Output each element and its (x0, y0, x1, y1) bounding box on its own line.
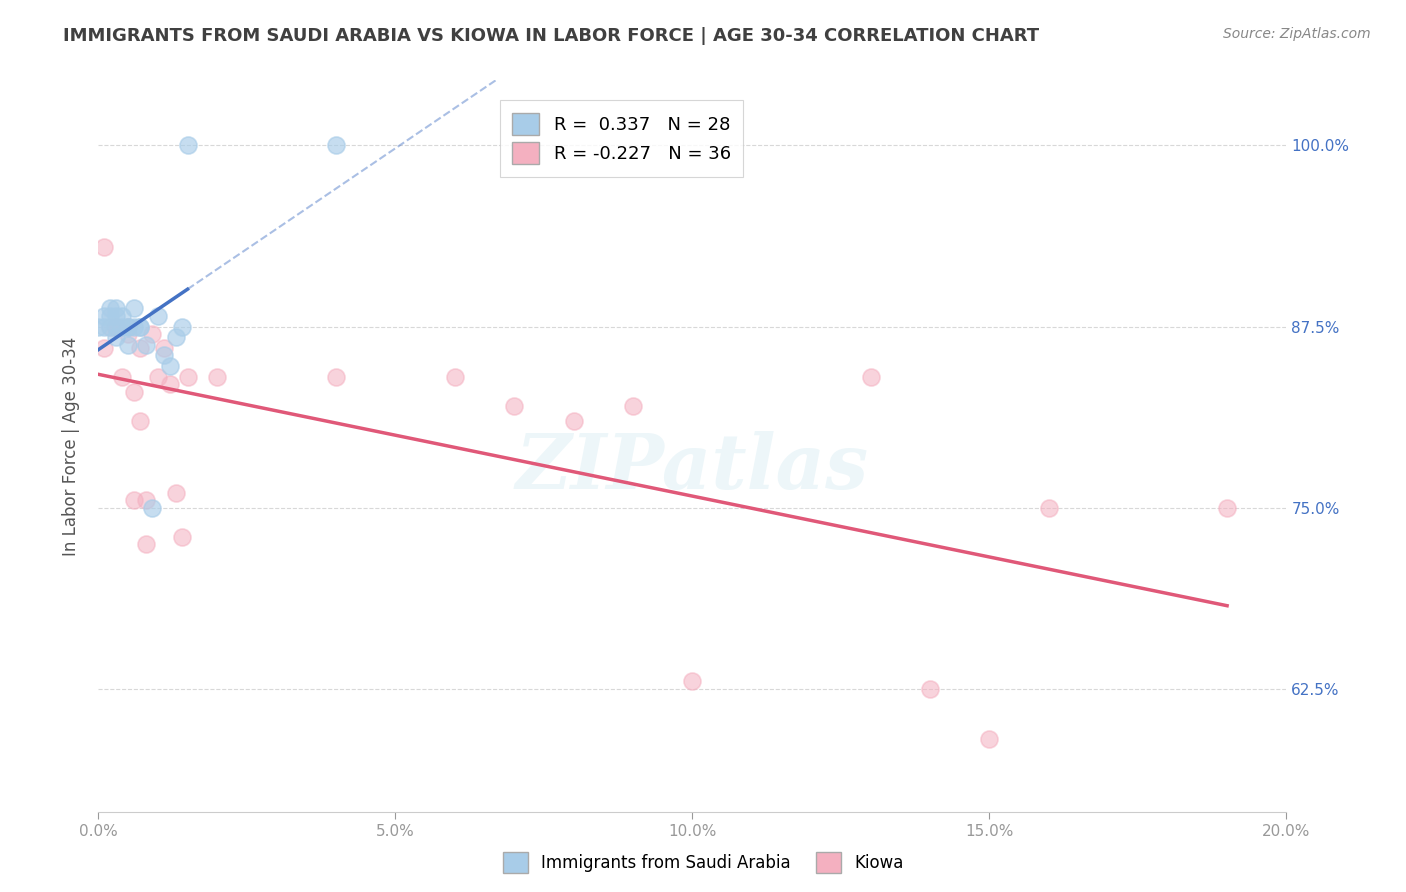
Text: Source: ZipAtlas.com: Source: ZipAtlas.com (1223, 27, 1371, 41)
Point (98, 319, 121, 334)
Point (681, 674, 703, 689)
Point (122, 493, 145, 508)
Point (159, 377, 181, 392)
Point (159, 359, 181, 373)
Point (93, 341, 115, 355)
Point (859, 370, 882, 384)
Point (129, 414, 152, 428)
Point (93, 240, 115, 254)
Point (117, 319, 139, 334)
Text: ZIPatlas: ZIPatlas (516, 431, 869, 505)
Point (98, 301, 121, 315)
Point (111, 370, 134, 384)
Point (443, 370, 465, 384)
Y-axis label: In Labor Force | Age 30-34: In Labor Force | Age 30-34 (62, 336, 80, 556)
Point (129, 341, 152, 355)
Point (146, 370, 169, 384)
Point (111, 319, 134, 334)
Point (205, 370, 228, 384)
Point (105, 319, 128, 334)
Point (146, 310, 169, 324)
Point (111, 310, 134, 324)
Point (98, 319, 121, 334)
Point (170, 319, 193, 334)
Point (93, 310, 115, 324)
Point (117, 319, 139, 334)
Point (325, 138, 347, 153)
Point (152, 349, 174, 363)
Legend: R =  0.337   N = 28, R = -0.227   N = 36: R = 0.337 N = 28, R = -0.227 N = 36 (499, 100, 744, 177)
Point (621, 399, 644, 413)
Point (122, 384, 145, 399)
Legend: Immigrants from Saudi Arabia, Kiowa: Immigrants from Saudi Arabia, Kiowa (496, 846, 910, 880)
Point (170, 529, 193, 543)
Point (105, 310, 128, 324)
Point (135, 338, 157, 352)
Point (152, 341, 174, 355)
Point (129, 319, 152, 334)
Point (1216, 500, 1239, 515)
Point (176, 370, 198, 384)
Point (165, 329, 187, 343)
Point (87, 319, 110, 334)
Point (165, 486, 187, 500)
Point (325, 370, 347, 384)
Point (176, 138, 198, 153)
Text: IMMIGRANTS FROM SAUDI ARABIA VS KIOWA IN LABOR FORCE | AGE 30-34 CORRELATION CHA: IMMIGRANTS FROM SAUDI ARABIA VS KIOWA IN… (63, 27, 1039, 45)
Point (117, 319, 139, 334)
Point (1038, 500, 1060, 515)
Point (105, 301, 128, 315)
Point (141, 326, 163, 341)
Point (920, 681, 942, 696)
Point (93, 319, 115, 334)
Point (135, 493, 157, 508)
Point (122, 301, 145, 315)
Point (979, 732, 1001, 747)
Point (105, 319, 128, 334)
Point (122, 319, 145, 334)
Point (562, 414, 585, 428)
Point (135, 537, 157, 551)
Point (129, 319, 152, 334)
Point (117, 326, 139, 341)
Point (503, 399, 526, 413)
Point (141, 500, 163, 515)
Point (105, 319, 128, 334)
Point (105, 329, 128, 343)
Point (117, 338, 139, 352)
Point (98, 310, 121, 324)
